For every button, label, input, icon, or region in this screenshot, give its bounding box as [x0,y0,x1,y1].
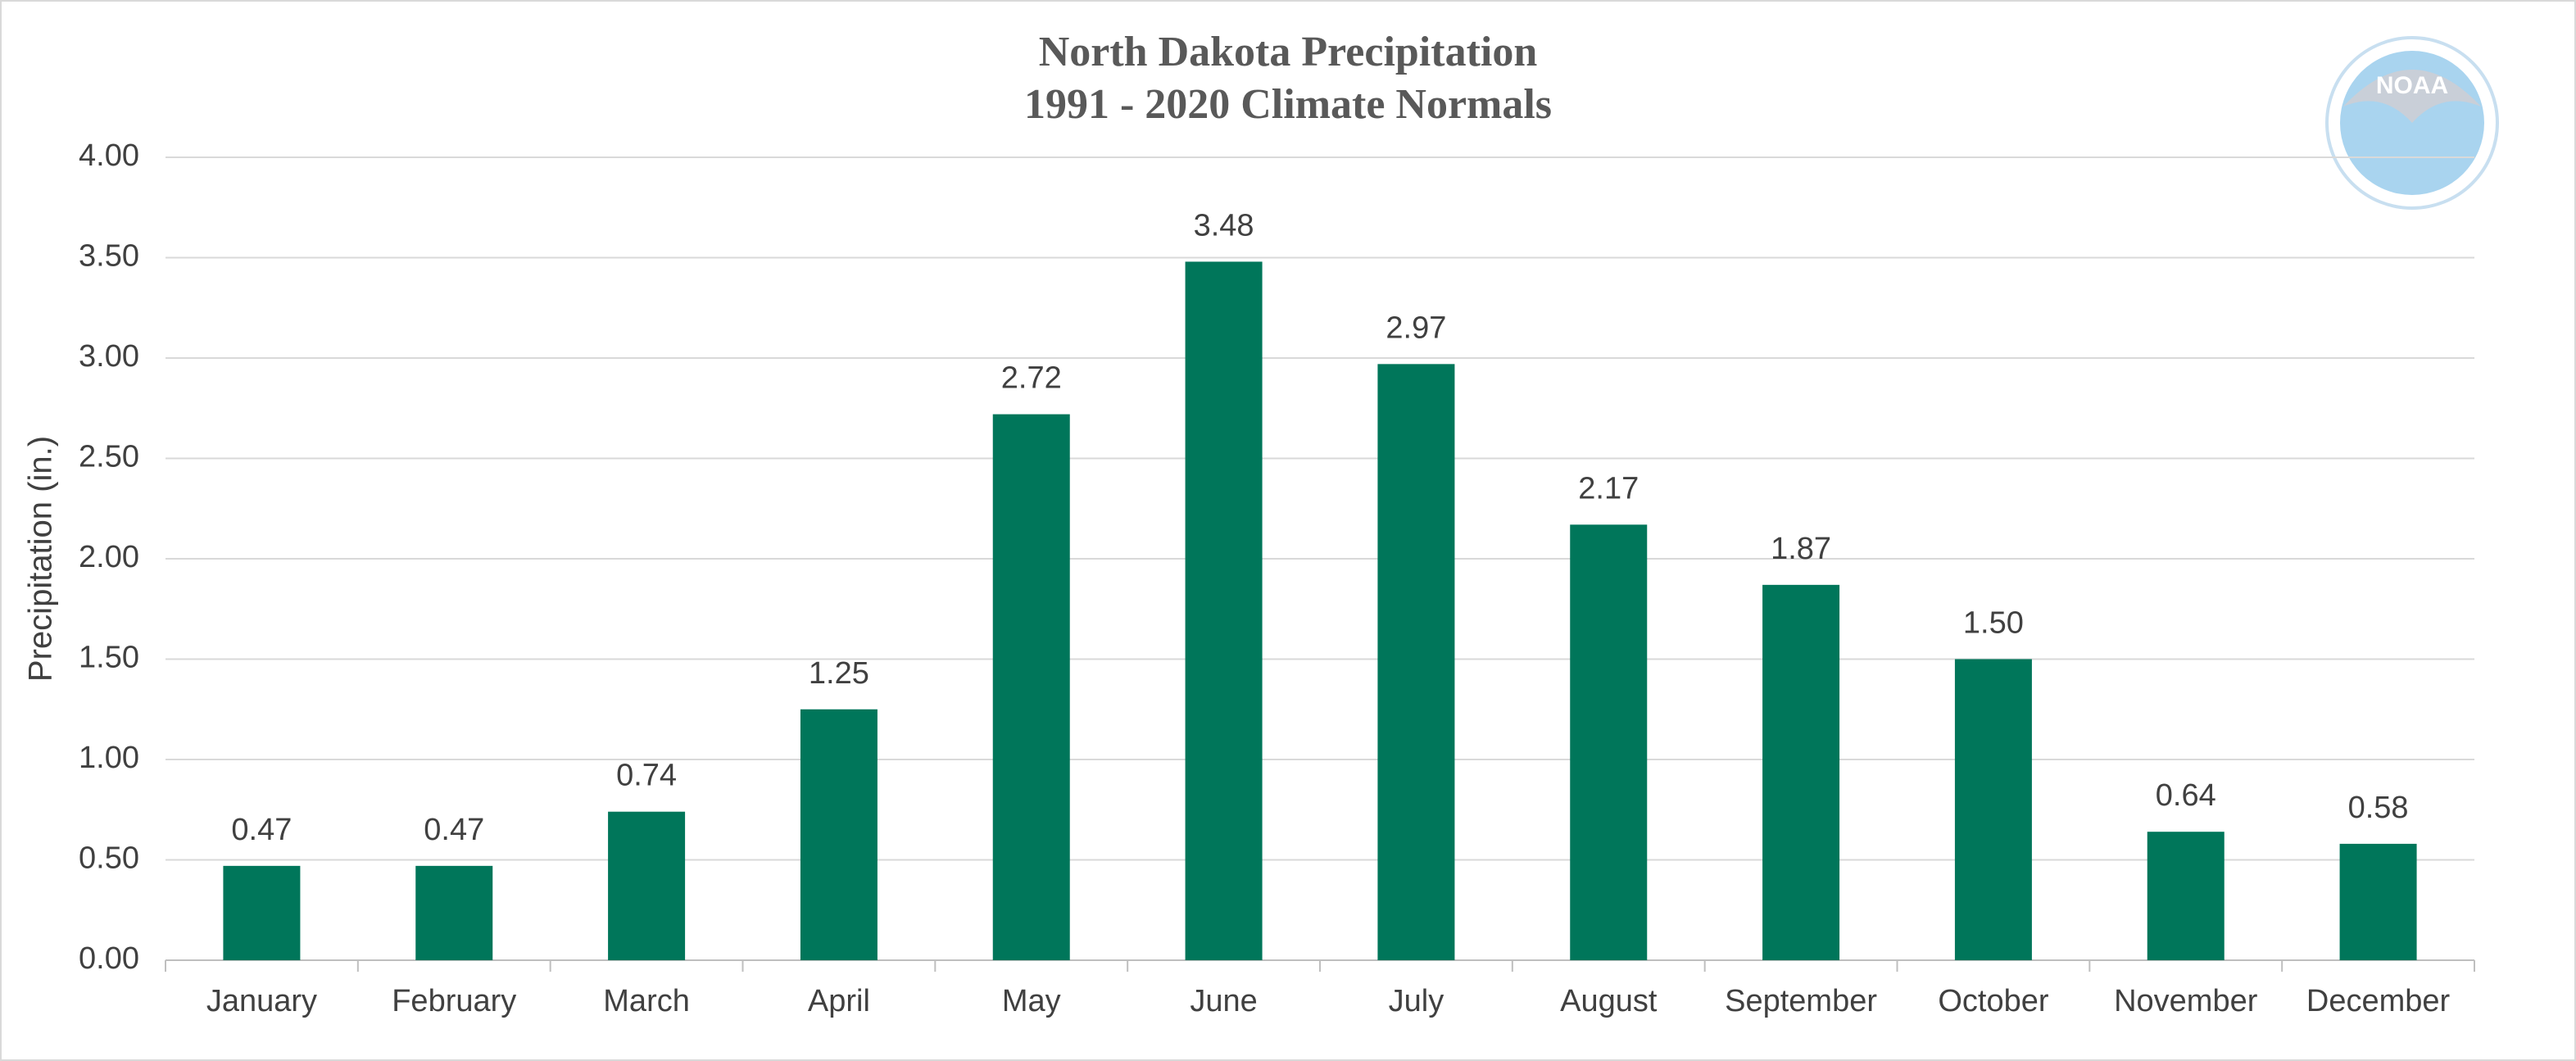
value-label: 0.64 [2156,778,2216,813]
y-tick-label: 0.50 [79,841,139,876]
chart-subtitle: 1991 - 2020 Climate Normals [1024,81,1552,128]
logo-shape [2343,70,2481,123]
x-tick-label: September [1725,984,1877,1018]
bar [1185,261,1263,960]
value-label: 0.47 [231,813,292,847]
bar [1762,584,1840,960]
x-tick-label: February [392,984,516,1018]
value-label: 2.17 [1578,471,1639,506]
value-label: 2.72 [1001,361,1062,396]
y-tick-label: 4.00 [79,138,139,173]
bar [608,811,686,960]
y-tick-label: 2.00 [79,540,139,574]
bar [415,865,493,960]
x-tick-label: June [1190,984,1257,1018]
value-label: 0.74 [616,759,677,793]
value-label: 1.50 [1963,606,2024,641]
x-tick-label: November [2114,984,2258,1018]
bar [992,414,1070,961]
x-tick-label: December [2306,984,2451,1018]
bar [1377,364,1455,961]
bar [2339,843,2417,960]
y-tick-label: 3.50 [79,239,139,274]
value-label: 1.25 [809,656,869,691]
chart-title: North Dakota Precipitation [1039,29,1538,75]
x-tick-label: April [808,984,870,1018]
value-label: 0.58 [2348,791,2409,825]
bar [223,865,301,960]
value-label: 3.48 [1194,208,1254,243]
logo: NOAA [2325,36,2499,210]
bar [2147,832,2225,960]
logo-text: NOAA [2376,72,2448,99]
y-axis-label: Precipitation (in.) [23,436,59,682]
x-tick-label: March [603,984,690,1018]
value-label: 0.47 [424,813,484,847]
bar [800,709,878,960]
y-tick-label: 1.50 [79,641,139,675]
bar [1954,659,2032,960]
y-tick-label: 0.00 [79,941,139,976]
y-tick-label: 1.00 [79,741,139,775]
x-tick-label: May [1002,984,1061,1018]
x-tick-label: October [1938,984,2049,1018]
bar [1570,524,1648,960]
y-tick-label: 3.00 [79,339,139,374]
x-tick-label: January [206,984,317,1018]
x-tick-label: July [1389,984,1444,1018]
value-label: 2.97 [1386,311,1446,345]
x-tick-label: August [1560,984,1658,1018]
value-label: 1.87 [1771,532,1831,566]
y-tick-label: 2.50 [79,440,139,474]
